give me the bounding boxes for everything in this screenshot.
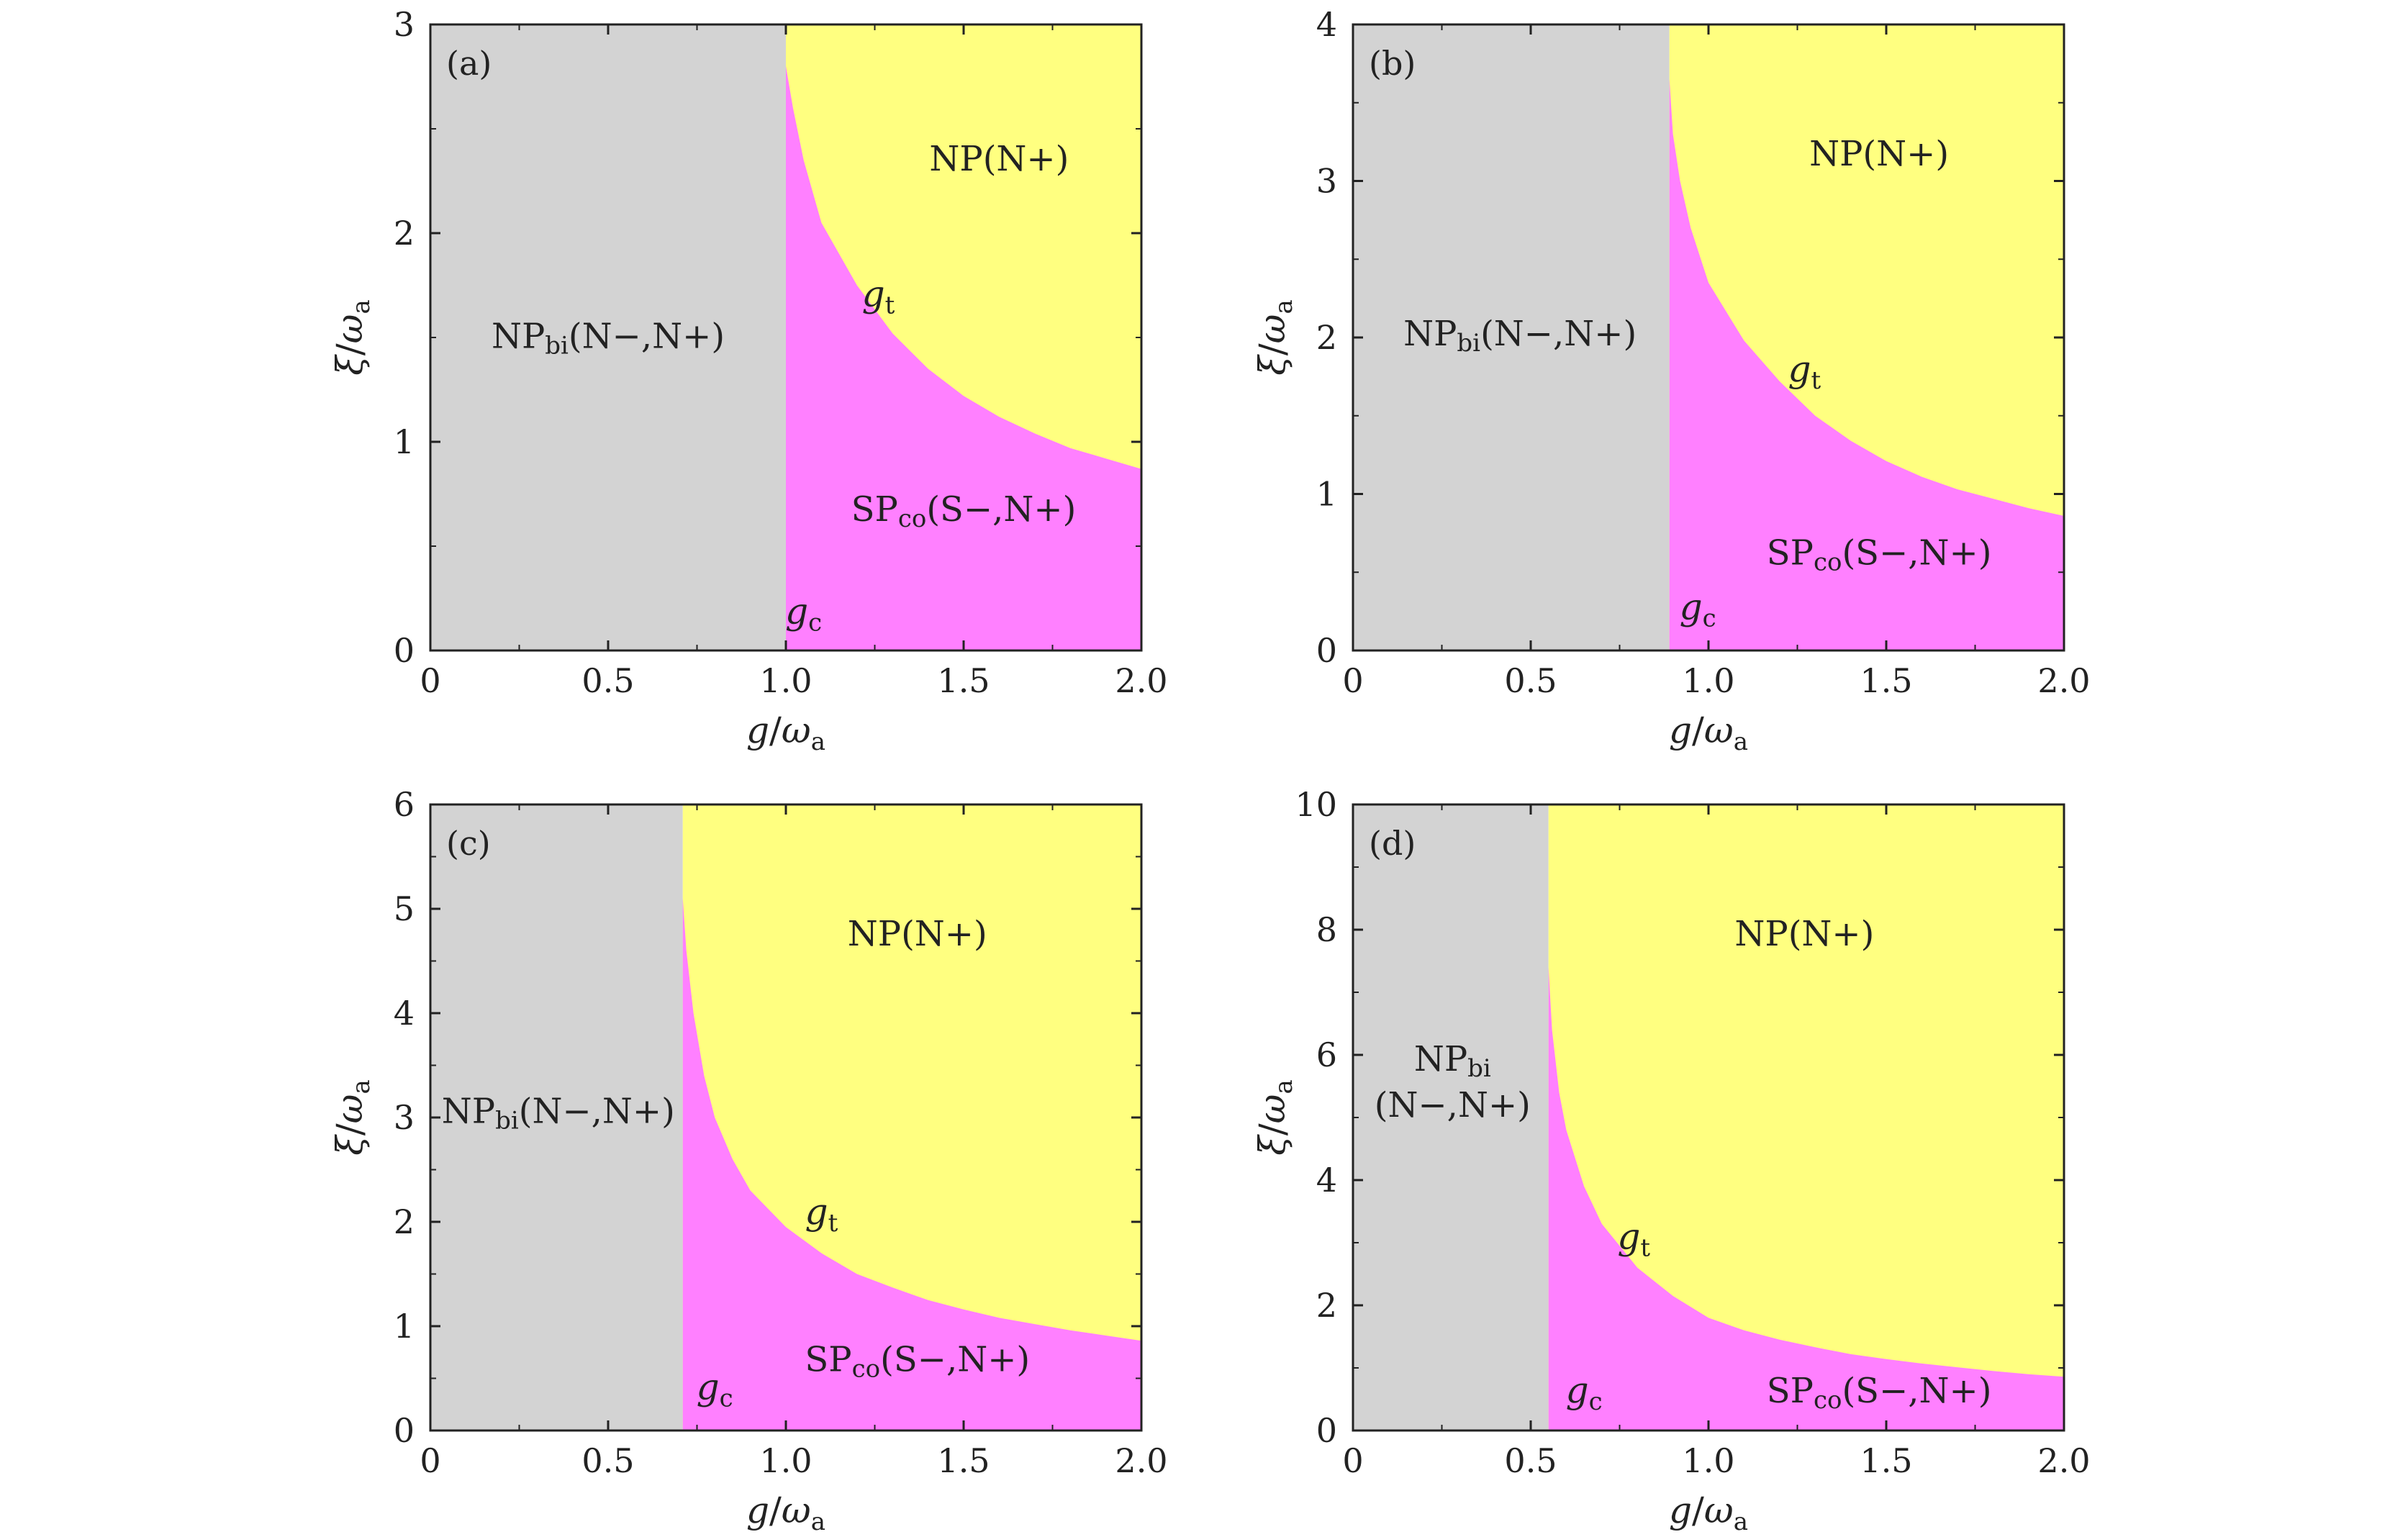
- x-tick-label: 2.0: [2037, 661, 2090, 700]
- region-sp-co: [1669, 79, 2064, 651]
- region-np-bi: [430, 804, 683, 1431]
- y-tick-label: 0: [394, 1411, 415, 1450]
- x-axis-label: g/ωa: [746, 1490, 825, 1536]
- x-tick-label: 0.5: [581, 1441, 634, 1480]
- label-np: NP(N+): [929, 139, 1069, 179]
- label-g-c: gc: [785, 590, 822, 637]
- y-tick-label: 0: [1316, 1411, 1337, 1450]
- y-tick-label: 6: [394, 785, 415, 824]
- panel-b: 0 0.5 1.0 1.5 2.0 0 1 2 3 4 g/ωa ξ/ωa (b) NPbi(N−,N+)…: [1251, 5, 2091, 756]
- region-np-bi: [1353, 24, 1670, 650]
- panel-a: 0 0.5 1.0 1.5 2.0 0 1 2 3 g/ωa ξ/ωa (a) NPbi(N−,N+) N…: [329, 5, 1168, 756]
- y-axis-label: ξ/ωa: [329, 299, 376, 375]
- y-tick-label: 4: [1316, 5, 1337, 44]
- x-tick-label: 1.5: [937, 1441, 990, 1480]
- y-tick-label: 10: [1295, 785, 1337, 824]
- x-tick-label: 0: [420, 1441, 440, 1480]
- x-tick-label: 0.5: [1504, 661, 1557, 700]
- x-tick-label: 2.0: [2037, 1441, 2090, 1480]
- y-axis-label: ξ/ωa: [1251, 299, 1298, 375]
- x-tick-label: 0.5: [581, 661, 634, 700]
- y-tick-label: 0: [1316, 631, 1337, 670]
- x-axis-label: g/ωa: [746, 709, 825, 756]
- x-tick-label: 2.0: [1115, 1441, 1167, 1480]
- x-axis-label: g/ωa: [1669, 709, 1748, 756]
- y-tick-label: 1: [394, 422, 415, 461]
- label-g-t: gt: [1788, 348, 1821, 395]
- x-tick-label: 0.5: [1504, 1441, 1557, 1480]
- label-g-c: gc: [697, 1366, 733, 1413]
- y-tick-label: 2: [394, 214, 415, 253]
- y-tick-label: 1: [1316, 475, 1337, 514]
- label-np: NP(N+): [1809, 134, 1949, 174]
- region-np-bi: [1353, 804, 1549, 1431]
- label-g-t: gt: [1617, 1216, 1650, 1263]
- label-np: NP(N+): [1734, 914, 1874, 954]
- label-g-t: gt: [862, 273, 895, 320]
- y-tick-label: 6: [1316, 1035, 1337, 1074]
- label-np-bi: NPbi(N−,N+): [442, 1091, 675, 1135]
- x-tick-label: 2.0: [1115, 661, 1167, 700]
- y-axis-label: ξ/ωa: [329, 1079, 376, 1155]
- x-tick-label: 1.0: [1682, 1441, 1734, 1480]
- x-tick-label: 0: [1342, 661, 1363, 700]
- region-sp-co: [682, 898, 1141, 1431]
- x-tick-label: 1.5: [1860, 1441, 1912, 1480]
- y-tick-label: 2: [394, 1202, 415, 1241]
- panel-d: 0 0.5 1.0 1.5 2.0 0 2 4 6 8 10 g/ωa ξ/ωa (d) NPbi(N−,N…: [1251, 785, 2091, 1536]
- label-sp-co: SPco(S−,N+): [1767, 532, 1992, 576]
- label-np-bi: NPbi(N−,N+): [1403, 314, 1637, 358]
- x-tick-label: 1.0: [1682, 661, 1734, 700]
- y-tick-label: 2: [1316, 1286, 1337, 1325]
- label-g-t: gt: [805, 1191, 838, 1238]
- label-np-bi: NPbi: [1414, 1039, 1491, 1083]
- panel-tag: (b): [1369, 44, 1416, 83]
- x-tick-label: 1.5: [937, 661, 990, 700]
- x-tick-label: 1.5: [1860, 661, 1912, 700]
- region-sp-co: [786, 66, 1141, 650]
- label-sp-co: SPco(S−,N+): [1767, 1371, 1992, 1415]
- x-tick-label: 0: [1342, 1441, 1363, 1480]
- region-np-bi: [430, 24, 786, 650]
- y-tick-label: 8: [1316, 910, 1337, 949]
- y-tick-label: 0: [394, 631, 415, 670]
- y-tick-label: 3: [394, 1098, 415, 1137]
- panel-tag: (a): [446, 44, 492, 83]
- panel-c: 0 0.5 1.0 1.5 2.0 0 1 2 3 4 5 6 g/ωa ξ/ωa (c) NPbi(N−,N…: [329, 785, 1168, 1536]
- y-tick-label: 1: [394, 1307, 415, 1346]
- label-g-c: gc: [1566, 1369, 1603, 1416]
- label-np-bi-states: (N−,N+): [1375, 1085, 1531, 1125]
- label-sp-co: SPco(S−,N+): [851, 489, 1077, 533]
- region-sp-co: [1548, 967, 2064, 1431]
- label-sp-co: SPco(S−,N+): [805, 1339, 1030, 1383]
- panel-tag: (d): [1369, 824, 1416, 863]
- y-tick-label: 5: [394, 889, 415, 928]
- label-np: NP(N+): [848, 914, 987, 954]
- y-tick-label: 2: [1316, 318, 1337, 357]
- x-tick-label: 1.0: [759, 1441, 812, 1480]
- y-axis-label: ξ/ωa: [1251, 1079, 1298, 1155]
- x-axis-label: g/ωa: [1669, 1490, 1748, 1536]
- x-tick-label: 0: [420, 661, 440, 700]
- label-np-bi: NPbi(N−,N+): [492, 317, 725, 361]
- y-tick-label: 3: [1316, 162, 1337, 201]
- y-tick-label: 4: [1316, 1161, 1337, 1200]
- panel-tag: (c): [446, 824, 491, 863]
- x-tick-label: 1.0: [759, 661, 812, 700]
- y-tick-label: 3: [394, 5, 415, 44]
- y-tick-label: 4: [394, 994, 415, 1033]
- label-g-c: gc: [1680, 586, 1716, 633]
